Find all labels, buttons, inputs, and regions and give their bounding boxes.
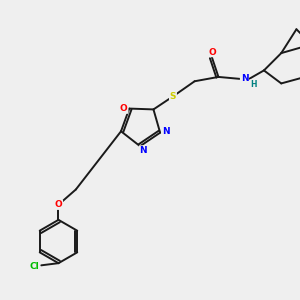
Text: Cl: Cl [30,262,40,271]
Text: N: N [162,127,170,136]
Text: N: N [140,146,147,155]
Text: N: N [241,74,248,82]
Text: H: H [250,80,256,89]
Text: S: S [170,92,176,101]
Text: O: O [208,47,216,56]
Text: O: O [120,104,128,113]
Text: O: O [55,200,62,209]
